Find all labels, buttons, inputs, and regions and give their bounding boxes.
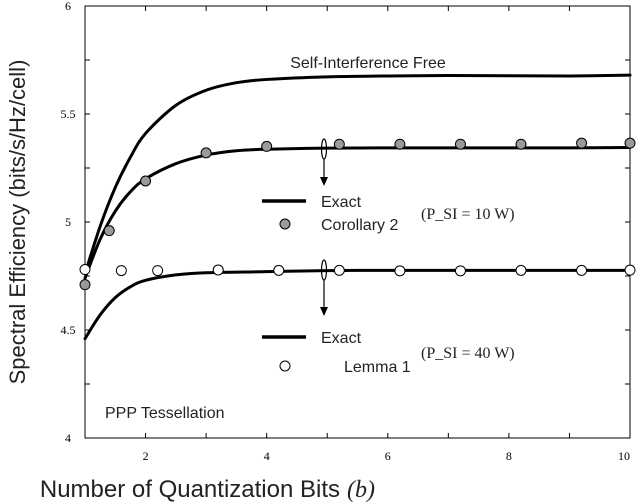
data-point-corollary-2	[333, 138, 345, 150]
data-point-lemma-1	[273, 264, 285, 276]
x-axis-title: Number of Quantization Bits	[40, 476, 340, 503]
y-tick-label-4: 4	[65, 431, 71, 445]
series-lines	[83, 73, 632, 341]
group2-legend-marker	[279, 360, 291, 372]
data-point-lemma-1	[79, 264, 91, 276]
group2-line-label: Exact	[321, 330, 362, 347]
data-point-corollary-2	[261, 140, 273, 152]
x-tick-label-4: 4	[264, 449, 270, 463]
x-tick-label-2: 2	[143, 449, 149, 463]
group2-arrow-head	[320, 307, 328, 316]
x-axis-title-symbol: (b)	[347, 477, 375, 503]
axis-ticks	[84, 5, 631, 439]
y-tick-label-5: 5	[65, 215, 71, 229]
data-point-lemma-1	[576, 264, 588, 276]
data-point-lemma-1	[333, 264, 345, 276]
data-point-lemma-1	[152, 265, 164, 277]
data-point-corollary-2	[624, 137, 636, 149]
x-tick-label-6: 6	[385, 449, 391, 463]
series-markers	[79, 137, 636, 291]
data-point-lemma-1	[515, 264, 527, 276]
data-point-lemma-1	[115, 265, 127, 277]
group1-line-label: Exact	[321, 194, 362, 211]
self-interference-free-label: Self-Interference Free	[290, 55, 446, 72]
data-point-corollary-2	[515, 138, 527, 150]
group1-legend-marker	[279, 218, 291, 230]
y-tick-label-5.5: 5.5	[61, 107, 76, 121]
data-point-lemma-1	[394, 265, 406, 277]
group2-annotation: Exact Lemma 1 (P_SI = 40 W)	[262, 259, 515, 376]
ppp-tessellation-label: PPP Tessellation	[105, 405, 224, 422]
y-axis-title: Spectral Efficiency (bits/s/Hz/cell)	[5, 60, 30, 385]
group1-condition-label: (P_SI = 10 W)	[421, 206, 515, 223]
data-point-corollary-2	[79, 279, 91, 291]
y-tick-label-4.5: 4.5	[61, 323, 76, 337]
group2-marker-label: Lemma 1	[344, 359, 411, 376]
data-point-corollary-2	[200, 147, 212, 159]
group2-condition-label: (P_SI = 40 W)	[421, 345, 515, 362]
group1-marker-label: Corollary 2	[321, 217, 398, 234]
data-point-corollary-2	[454, 138, 466, 150]
series-line-exact-1	[83, 145, 632, 280]
data-point-corollary-2	[140, 175, 152, 187]
data-point-corollary-2	[103, 225, 115, 237]
series-line-exact-3	[83, 268, 632, 341]
data-point-corollary-2	[576, 137, 588, 149]
x-tick-label-10: 10	[618, 449, 630, 463]
data-point-lemma-1	[454, 265, 466, 277]
group1-annotation: Exact Corollary 2 (P_SI = 10 W)	[262, 138, 515, 234]
y-tick-label-6: 6	[65, 0, 71, 13]
x-tick-label-8: 8	[506, 449, 512, 463]
data-point-corollary-2	[394, 138, 406, 150]
data-point-lemma-1	[212, 264, 224, 276]
data-point-lemma-1	[624, 264, 636, 276]
series-line-self-interference-free-0	[83, 73, 632, 276]
group1-arrow-head	[320, 177, 328, 186]
